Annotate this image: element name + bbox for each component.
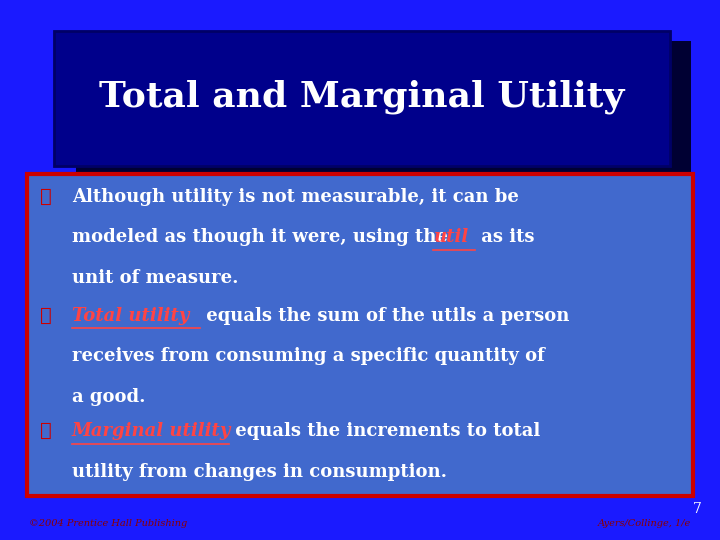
Text: util: util (433, 228, 469, 246)
Text: ❖: ❖ (40, 188, 51, 206)
FancyBboxPatch shape (76, 40, 691, 176)
Text: Total utility: Total utility (72, 307, 189, 325)
Text: Although utility is not measurable, it can be: Although utility is not measurable, it c… (72, 188, 519, 206)
Text: utility from changes in consumption.: utility from changes in consumption. (72, 463, 447, 481)
Text: Marginal utility: Marginal utility (72, 422, 231, 440)
Text: 7: 7 (693, 502, 702, 516)
Text: Total and Marginal Utility: Total and Marginal Utility (99, 80, 625, 114)
Text: ❖: ❖ (40, 422, 51, 440)
Text: unit of measure.: unit of measure. (72, 269, 238, 287)
Text: equals the sum of the utils a person: equals the sum of the utils a person (200, 307, 570, 325)
Text: Ayers/Collinge, 1/e: Ayers/Collinge, 1/e (598, 519, 691, 528)
Text: as its: as its (475, 228, 535, 246)
Text: modeled as though it were, using the: modeled as though it were, using the (72, 228, 454, 246)
Text: equals the increments to total: equals the increments to total (229, 422, 540, 440)
Text: ©2004 Prentice Hall Publishing: ©2004 Prentice Hall Publishing (29, 519, 187, 528)
FancyBboxPatch shape (54, 31, 670, 166)
Text: receives from consuming a specific quantity of: receives from consuming a specific quant… (72, 347, 545, 365)
FancyBboxPatch shape (27, 174, 693, 496)
Text: a good.: a good. (72, 388, 145, 406)
Text: ❖: ❖ (40, 307, 51, 325)
